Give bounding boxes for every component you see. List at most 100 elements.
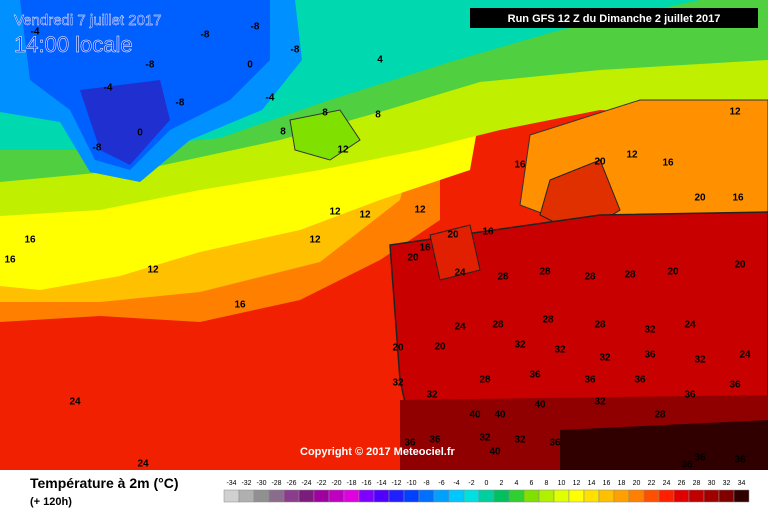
scale-label: -6 <box>438 480 444 487</box>
scale-swatch <box>433 489 450 503</box>
contour-label: 16 <box>419 243 431 254</box>
contour-label: 20 <box>447 230 459 241</box>
scale-swatch <box>448 489 465 503</box>
contour-label: 12 <box>309 235 321 246</box>
run-box <box>470 8 758 28</box>
contour-label: -8 <box>251 22 260 33</box>
legend-subtitle: (+ 120h) <box>30 496 72 508</box>
contour-label: 36 <box>634 375 646 386</box>
run-info: Run GFS 12 Z du Dimanche 2 juillet 2017 <box>508 13 721 25</box>
contour-label: 28 <box>497 272 509 283</box>
contour-label: -8 <box>176 98 185 109</box>
scale-label: 30 <box>708 480 716 487</box>
scale-label: 14 <box>588 480 596 487</box>
contour-label: 12 <box>329 207 341 218</box>
contour-label: 40 <box>469 410 481 421</box>
contour-label: 36 <box>694 453 706 464</box>
contour-label: 8 <box>280 127 286 138</box>
contour-label: 20 <box>694 193 706 204</box>
contour-label: 32 <box>514 435 526 446</box>
scale-label: 24 <box>663 480 671 487</box>
scale-label: 2 <box>500 480 504 487</box>
scale-swatch <box>673 489 690 503</box>
contour-label: 12 <box>414 205 426 216</box>
scale-swatch <box>373 489 390 503</box>
scale-label: 8 <box>545 480 549 487</box>
scale-label: -20 <box>331 480 341 487</box>
contour-label: 28 <box>594 320 606 331</box>
scale-swatch <box>313 489 330 503</box>
scale-swatch <box>733 489 750 503</box>
contour-label: 32 <box>426 390 438 401</box>
scale-swatch <box>223 489 240 503</box>
scale-label: 6 <box>530 480 534 487</box>
contour-label: 36 <box>729 380 741 391</box>
scale-swatch <box>643 489 660 503</box>
scale-label: 20 <box>633 480 641 487</box>
contour-label: 24 <box>454 268 466 279</box>
scale-swatch <box>358 489 375 503</box>
scale-label: 32 <box>723 480 731 487</box>
scale-label: 26 <box>678 480 686 487</box>
scale-label: 28 <box>693 480 701 487</box>
scale-label: -34 <box>226 480 236 487</box>
scale-swatch <box>403 489 420 503</box>
contour-label: 32 <box>694 355 706 366</box>
scale-label: 10 <box>558 480 566 487</box>
contour-label: 0 <box>247 60 253 71</box>
contour-label: -8 <box>291 45 300 56</box>
scale-swatch <box>613 489 630 503</box>
contour-label: 36 <box>404 438 416 449</box>
scale-swatch <box>493 489 510 503</box>
contour-label: 32 <box>392 378 404 389</box>
uk <box>429 224 481 281</box>
contour-label: 8 <box>375 110 381 121</box>
scale-swatch <box>478 489 495 503</box>
sahara <box>560 420 768 470</box>
scale-swatch <box>238 489 255 503</box>
contour-label: 0 <box>137 128 143 139</box>
scale-swatch <box>598 489 615 503</box>
contour-label: 40 <box>489 447 501 458</box>
copyright: Copyright © 2017 Meteociel.fr <box>300 446 456 458</box>
contour-label: 32 <box>554 345 566 356</box>
contour-label: 32 <box>479 433 491 444</box>
contour-label: 28 <box>654 410 666 421</box>
contour-label: 16 <box>234 300 246 311</box>
contour-label: 12 <box>626 150 638 161</box>
contour-label: 20 <box>594 157 606 168</box>
contour-label: -4 <box>31 27 40 38</box>
scale-swatch <box>418 489 435 503</box>
scale-swatch <box>268 489 285 503</box>
contour-label: 40 <box>494 410 506 421</box>
scale-swatch <box>508 489 525 503</box>
contour-label: 32 <box>514 340 526 351</box>
scale-swatch <box>283 489 300 503</box>
contour-label: 36 <box>529 370 541 381</box>
contour-label: 20 <box>392 343 404 354</box>
contour-label: 24 <box>69 397 81 408</box>
contour-label: 4 <box>377 55 383 66</box>
contour-label: 24 <box>454 322 466 333</box>
scale-label: -8 <box>423 480 429 487</box>
contour-label: 20 <box>667 267 679 278</box>
contour-label: -4 <box>266 93 275 104</box>
scale-label: -28 <box>271 480 281 487</box>
contour-label: 24 <box>739 350 751 361</box>
contour-label: 32 <box>644 325 656 336</box>
scale-swatch <box>343 489 360 503</box>
scale-swatch <box>658 489 675 503</box>
scale-swatch <box>253 489 270 503</box>
scale-label: 22 <box>648 480 656 487</box>
scale-label: 0 <box>485 480 489 487</box>
scale-swatch <box>523 489 540 503</box>
contour-label: 36 <box>429 435 441 446</box>
time: 14:00 locale <box>14 32 133 57</box>
contour-label: 16 <box>482 227 494 238</box>
scale-label: -18 <box>346 480 356 487</box>
contour-label: 8 <box>322 108 328 119</box>
contour-label: 12 <box>359 210 371 221</box>
contour-label: 36 <box>549 438 561 449</box>
scale-label: 4 <box>515 480 519 487</box>
